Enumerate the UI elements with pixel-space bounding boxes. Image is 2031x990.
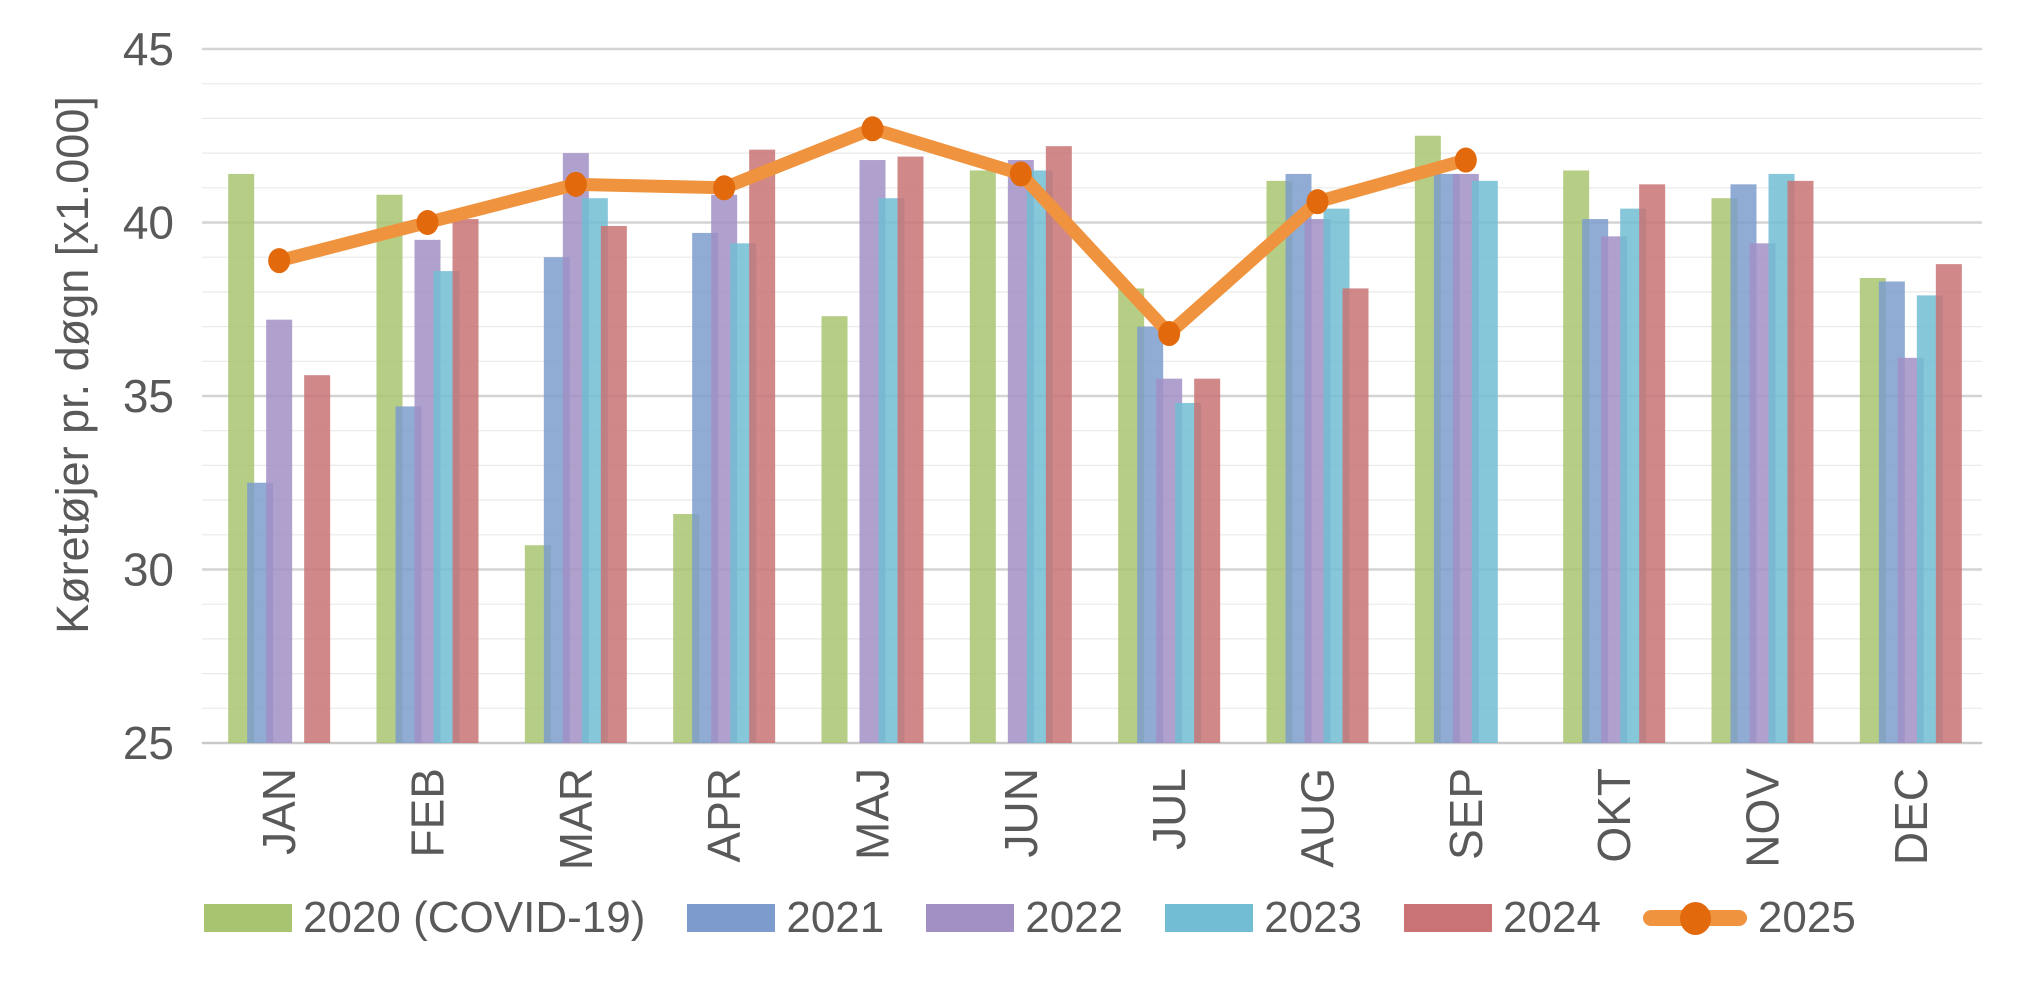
legend-dot-2025 [1679, 902, 1711, 935]
bar-2024-MAJ [897, 156, 924, 743]
bar-2024-DEC [1935, 264, 1962, 743]
marker-2025-JUL [1158, 321, 1181, 347]
legend-item-2020: 2020 (COVID-19) [204, 896, 645, 940]
legend-item-2023: 2023 [1165, 896, 1362, 940]
bar-2024-NOV [1787, 180, 1814, 744]
marker-2025-SEP [1454, 147, 1477, 173]
marker-2025-MAJ [861, 116, 884, 142]
x-label-OKT: OKT [1588, 768, 1640, 863]
x-label-DEC: DEC [1885, 768, 1937, 865]
x-label-JAN: JAN [253, 768, 305, 855]
bar-2024-JAN [304, 375, 331, 743]
y-tick-30: 30 [123, 544, 174, 596]
legend-item-2021: 2021 [687, 896, 884, 940]
marker-2025-FEB [416, 210, 439, 235]
bar-2023-SEP [1471, 180, 1498, 744]
legend-swatch-2022 [926, 904, 1015, 932]
legend-swatch-2021 [687, 904, 776, 932]
x-label-NOV: NOV [1737, 768, 1789, 868]
bar-2024-AUG [1342, 288, 1369, 743]
legend-label-2024: 2024 [1503, 893, 1601, 942]
legend-label-2023: 2023 [1264, 893, 1363, 942]
bar-2024-JUN [1045, 146, 1072, 743]
x-label-MAJ: MAJ [847, 768, 899, 860]
bar-2022-JAN [266, 319, 293, 743]
x-label-JUN: JUN [995, 768, 1047, 857]
x-label-MAR: MAR [550, 768, 602, 870]
legend-label-2025: 2025 [1757, 893, 1856, 942]
x-label-FEB: FEB [402, 768, 454, 857]
bar-2024-OKT [1639, 184, 1666, 743]
y-tick-45: 45 [123, 23, 174, 75]
legend-item-2024: 2024 [1404, 896, 1601, 940]
y-axis-title: Køretøjer pr. døgn [x1.000] [47, 96, 98, 634]
legend-line-marker-icon [1642, 900, 1747, 936]
bar-2024-JUL [1194, 378, 1221, 743]
x-label-JUL: JUL [1143, 768, 1195, 850]
chart-legend: 2020 (COVID-19) 2021 2022 2023 2024 2025 [204, 896, 1898, 940]
marker-2025-JAN [268, 248, 291, 274]
legend-item-2022: 2022 [926, 896, 1123, 940]
marker-2025-AUG [1306, 189, 1329, 215]
x-label-AUG: AUG [1292, 768, 1344, 868]
legend-swatch-2020 [204, 904, 292, 932]
x-label-APR: APR [698, 768, 750, 863]
marker-2025-MAR [564, 171, 587, 197]
bar-2020-MAJ [821, 316, 848, 743]
legend-label-2020: 2020 (COVID-19) [303, 893, 646, 942]
legend-swatch-2024 [1404, 904, 1493, 932]
legend-swatch-2023 [1165, 904, 1254, 932]
bar-2024-APR [749, 149, 776, 743]
bar-2020-JUN [969, 170, 996, 743]
y-tick-35: 35 [123, 370, 174, 422]
bar-2024-FEB [452, 219, 479, 743]
marker-2025-JUN [1009, 161, 1032, 187]
legend-label-2021: 2021 [786, 893, 885, 942]
y-tick-25: 25 [123, 717, 174, 769]
legend-item-2025: 2025 [1642, 893, 1856, 942]
y-tick-40: 40 [123, 197, 174, 249]
legend-label-2022: 2022 [1025, 893, 1124, 942]
bar-2024-MAR [600, 225, 627, 744]
x-label-SEP: SEP [1440, 768, 1492, 860]
marker-2025-APR [713, 175, 736, 201]
